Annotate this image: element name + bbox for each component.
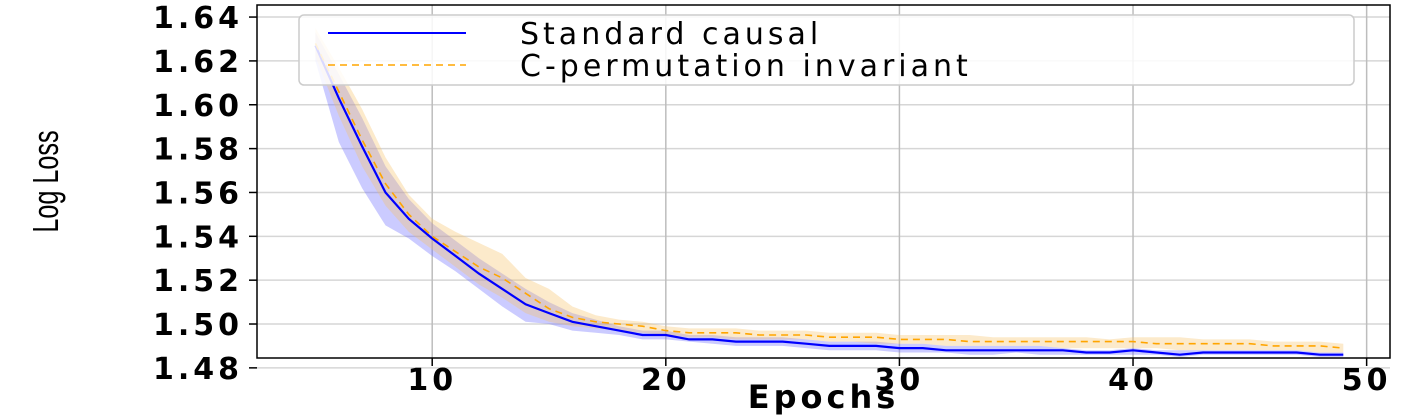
y-tick-labels: 1.48 1.50 1.52 1.54 1.56 1.58 1.60 1.62 1.64: [153, 1, 243, 387]
legend-label-standard-causal: Standard causal: [520, 17, 822, 52]
x-tick-label: 40: [1108, 363, 1158, 398]
line-standard-causal: [314, 45, 1344, 356]
y-tick-label: 1.60: [153, 89, 243, 124]
y-tick-label: 1.64: [153, 1, 243, 36]
x-tick-label: 50: [1342, 363, 1392, 398]
y-tick-label: 1.58: [153, 133, 243, 168]
line-c-permutation-invariant: [314, 43, 1344, 349]
y-tick-label: 1.52: [153, 264, 243, 299]
legend: Standard causal C-permutation invariant: [298, 14, 1355, 86]
y-tick-label: 1.62: [153, 45, 243, 80]
legend-box: [298, 14, 1355, 86]
y-tick-label: 1.50: [153, 308, 243, 343]
y-tick-label: 1.54: [153, 220, 243, 255]
y-axis-label: Log Loss: [26, 130, 67, 232]
legend-label-c-permutation-invariant: C-permutation invariant: [520, 49, 972, 84]
x-tick-labels: 10 20 30 40 50: [407, 363, 1392, 398]
y-tick-label: 1.48: [153, 352, 243, 387]
x-tick-label: 30: [875, 363, 925, 398]
x-tick-label: 10: [407, 363, 457, 398]
x-tick-label: 20: [641, 363, 691, 398]
plot-frame: [256, 4, 1391, 359]
x-axis-label: Epochs: [748, 378, 900, 415]
axis-ticks: [249, 16, 1368, 369]
legend-item-standard-causal: Standard causal: [328, 17, 822, 52]
series-lines: [314, 43, 1344, 356]
legend-item-c-permutation-invariant: C-permutation invariant: [328, 49, 972, 84]
y-tick-label: 1.56: [153, 176, 243, 211]
